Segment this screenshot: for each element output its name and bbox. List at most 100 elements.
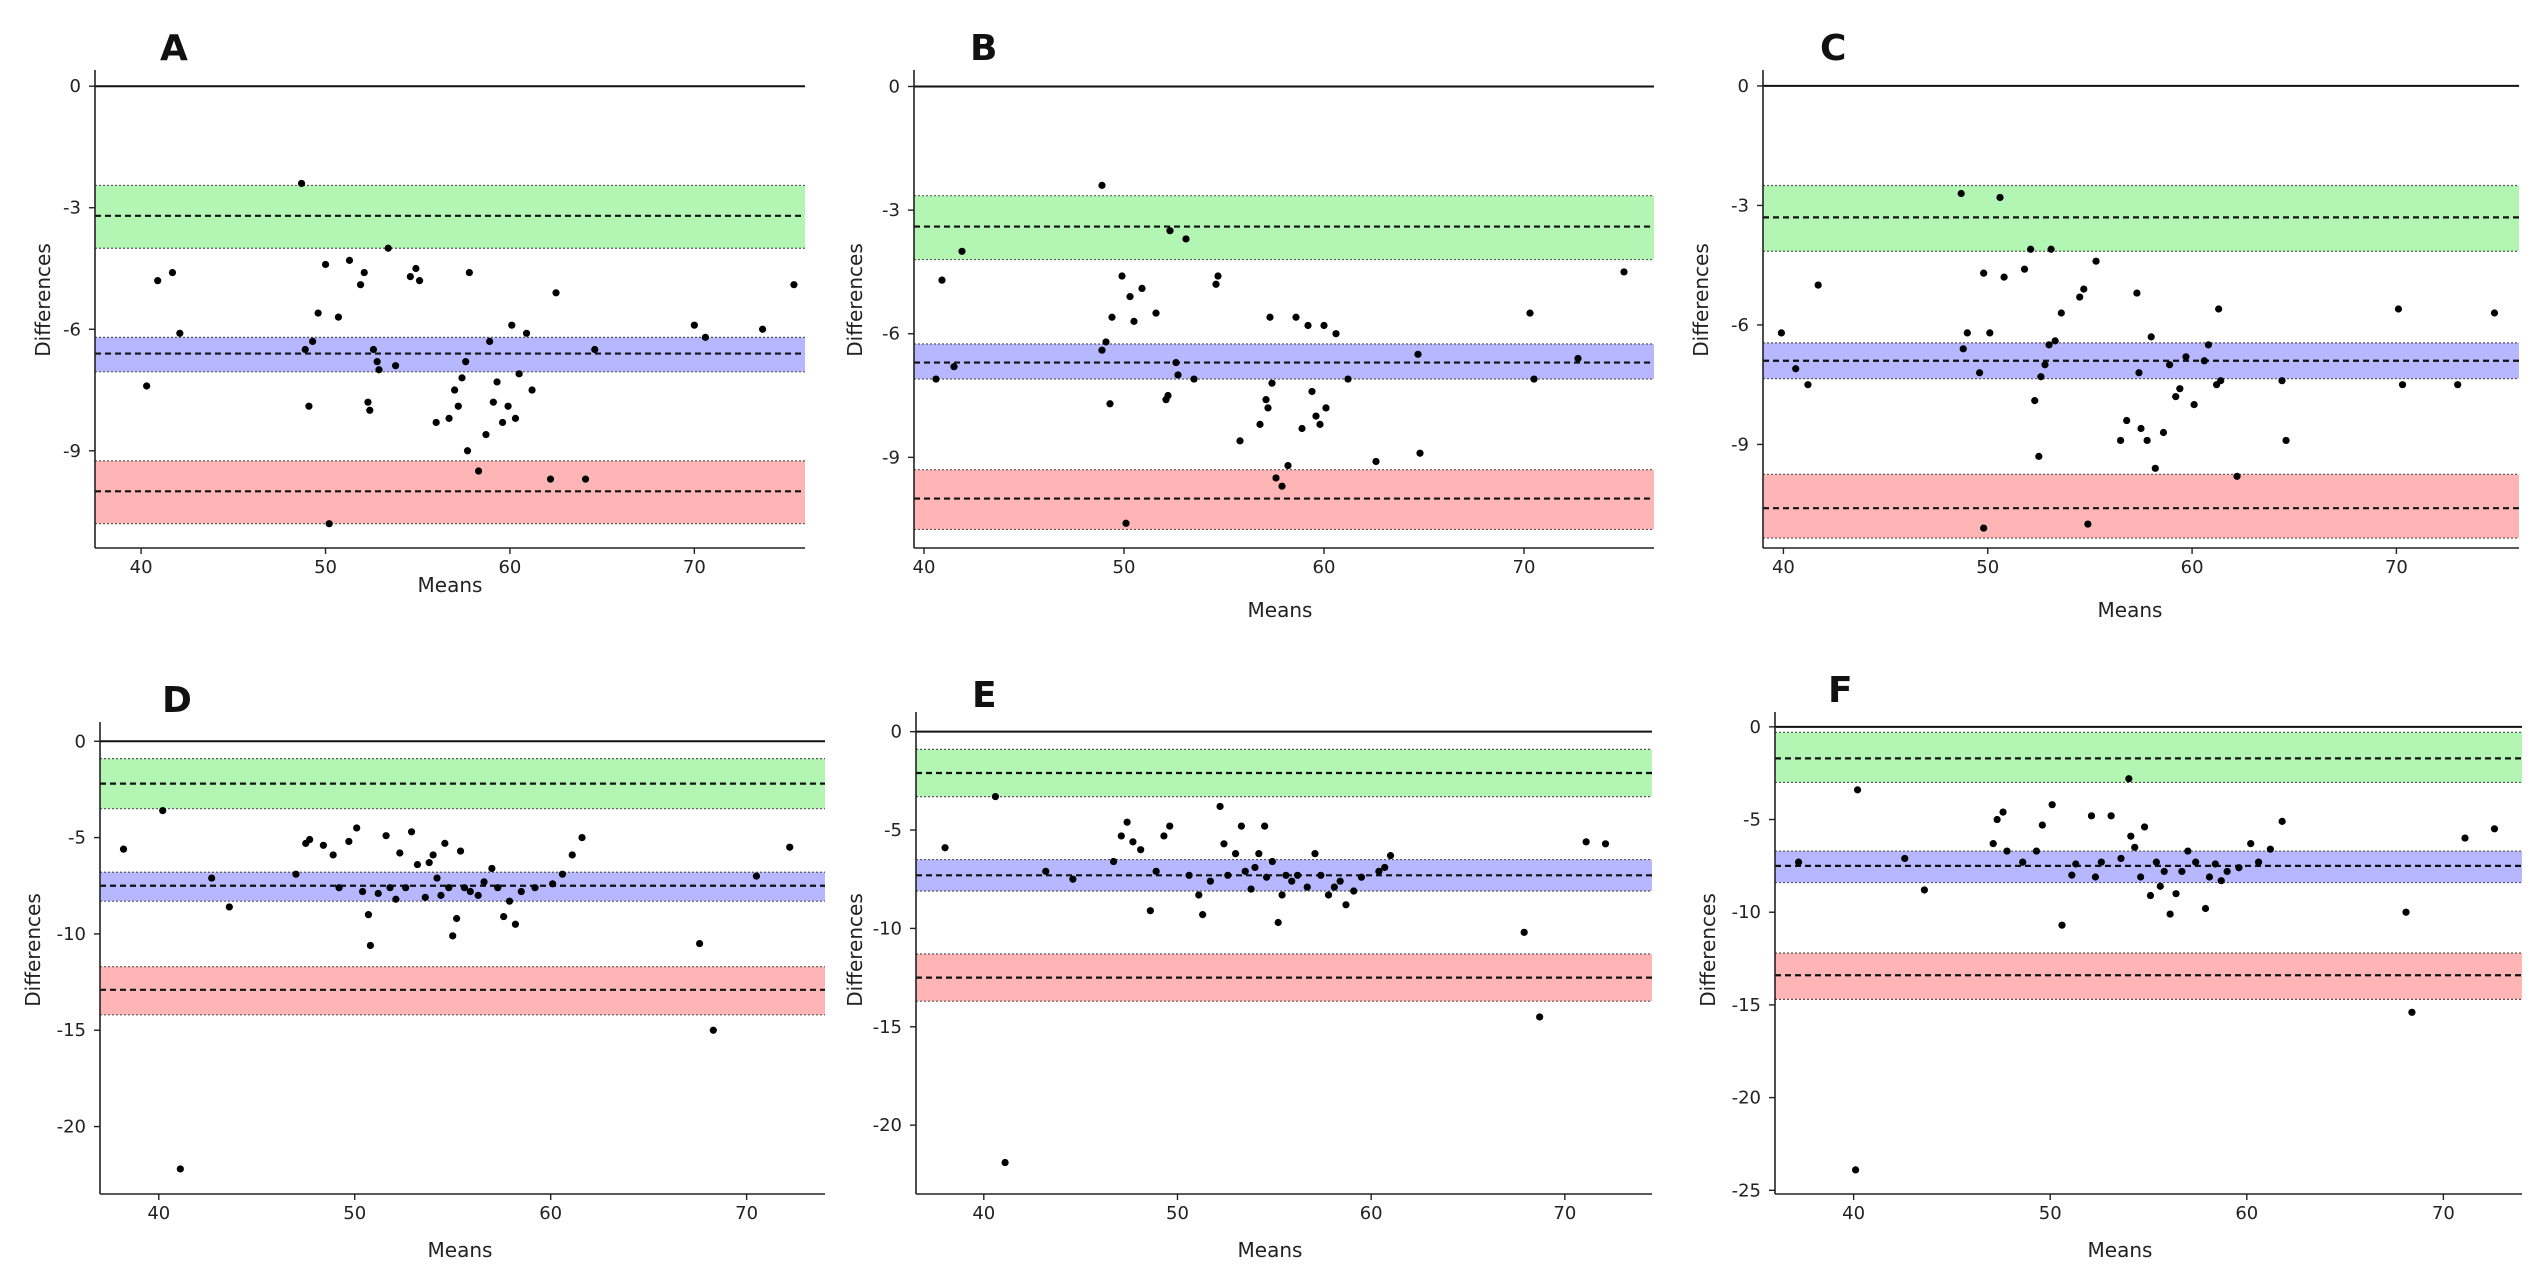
data-point [421, 893, 429, 901]
data-point [2402, 908, 2410, 916]
data-point [225, 903, 233, 911]
data-point [2131, 843, 2139, 851]
y-tick-label: -25 [1732, 1180, 1761, 1201]
x-tick-label: 60 [2235, 1203, 2258, 1224]
data-point [2035, 452, 2043, 460]
data-point [1190, 375, 1198, 383]
data-point [2117, 854, 2125, 863]
data-point [2192, 858, 2200, 866]
data-point [2125, 775, 2133, 783]
data-point [489, 398, 497, 406]
data-point [709, 1026, 717, 1034]
data-point [1278, 891, 1286, 899]
data-point [958, 247, 966, 255]
data-point [2200, 357, 2208, 365]
plot-area [95, 85, 805, 528]
data-point [2143, 436, 2151, 445]
data-point [1274, 918, 1282, 927]
data-point [1980, 269, 1988, 277]
data-point [2057, 309, 2065, 317]
data-point [375, 366, 383, 374]
data-point [1001, 1158, 1009, 1167]
data-point [458, 374, 466, 382]
data-point [384, 244, 392, 252]
data-point [1986, 329, 1994, 337]
data-point [1130, 317, 1138, 325]
data-point [578, 833, 586, 842]
x-axis-title: Means [418, 573, 483, 597]
data-point [1266, 313, 1274, 321]
data-point [1312, 412, 1320, 420]
data-point [2166, 361, 2174, 369]
data-point [2000, 273, 2008, 281]
y-axis-title: Differences [21, 893, 45, 1007]
data-point [1282, 871, 1290, 879]
data-point [1980, 524, 1988, 532]
data-point [1166, 822, 1174, 830]
y-tick-label: -9 [882, 447, 900, 468]
data-point [504, 402, 512, 410]
data-point [1160, 832, 1168, 840]
data-point [1601, 840, 1610, 848]
panel-label: F [1828, 670, 1853, 711]
data-point [1332, 330, 1340, 338]
data-point [1251, 863, 1259, 872]
data-point [1152, 309, 1160, 317]
y-tick-label: -3 [882, 200, 900, 221]
data-point [500, 912, 508, 921]
data-point [2051, 337, 2059, 345]
plot-area [1763, 84, 2519, 539]
data-point [364, 398, 372, 406]
data-point [449, 932, 457, 940]
data-point [1311, 850, 1319, 858]
data-point [1777, 329, 1785, 337]
data-point [991, 792, 1000, 801]
data-point [2184, 847, 2192, 855]
data-point [2084, 520, 2092, 528]
data-point [1814, 281, 1822, 289]
panel-label: B [970, 28, 997, 69]
data-point [2041, 361, 2049, 369]
panel-label: D [162, 680, 192, 721]
data-point [1804, 381, 1812, 389]
data-point [581, 475, 590, 483]
data-point [1293, 871, 1302, 879]
x-tick-label: 40 [1772, 557, 1795, 578]
data-point [460, 884, 469, 892]
y-tick-label: -3 [1731, 195, 1749, 216]
y-tick-label: -6 [882, 324, 900, 345]
data-point [1342, 901, 1350, 909]
data-point [2156, 882, 2164, 890]
x-tick-label: 50 [314, 557, 337, 578]
y-tick-label: -5 [884, 820, 902, 841]
data-point [119, 845, 128, 853]
data-point [1236, 437, 1244, 445]
data-point [474, 467, 483, 475]
data-point [2152, 858, 2160, 866]
data-point [591, 345, 599, 354]
data-point [2097, 858, 2105, 866]
data-point [2058, 921, 2066, 929]
data-point [373, 358, 381, 366]
data-point [321, 260, 330, 269]
data-point [356, 281, 365, 289]
x-tick-label: 50 [343, 1203, 366, 1224]
x-tick-label: 70 [1553, 1203, 1576, 1224]
data-point [2087, 812, 2096, 820]
data-point [1255, 850, 1263, 858]
data-point [752, 872, 761, 880]
data-point [306, 835, 314, 844]
data-point [1304, 321, 1312, 330]
y-tick-label: -20 [1732, 1088, 1761, 1109]
data-point [334, 313, 343, 321]
x-tick-label: 50 [2039, 1203, 2062, 1224]
data-point [531, 884, 539, 892]
data-point [2127, 832, 2135, 840]
y-tick-label: -15 [57, 1020, 86, 1041]
y-tick-label: -10 [873, 918, 902, 939]
data-point [1268, 379, 1276, 387]
data-point [2027, 245, 2035, 253]
data-point [568, 851, 576, 859]
x-axis-title: Means [428, 1238, 493, 1262]
